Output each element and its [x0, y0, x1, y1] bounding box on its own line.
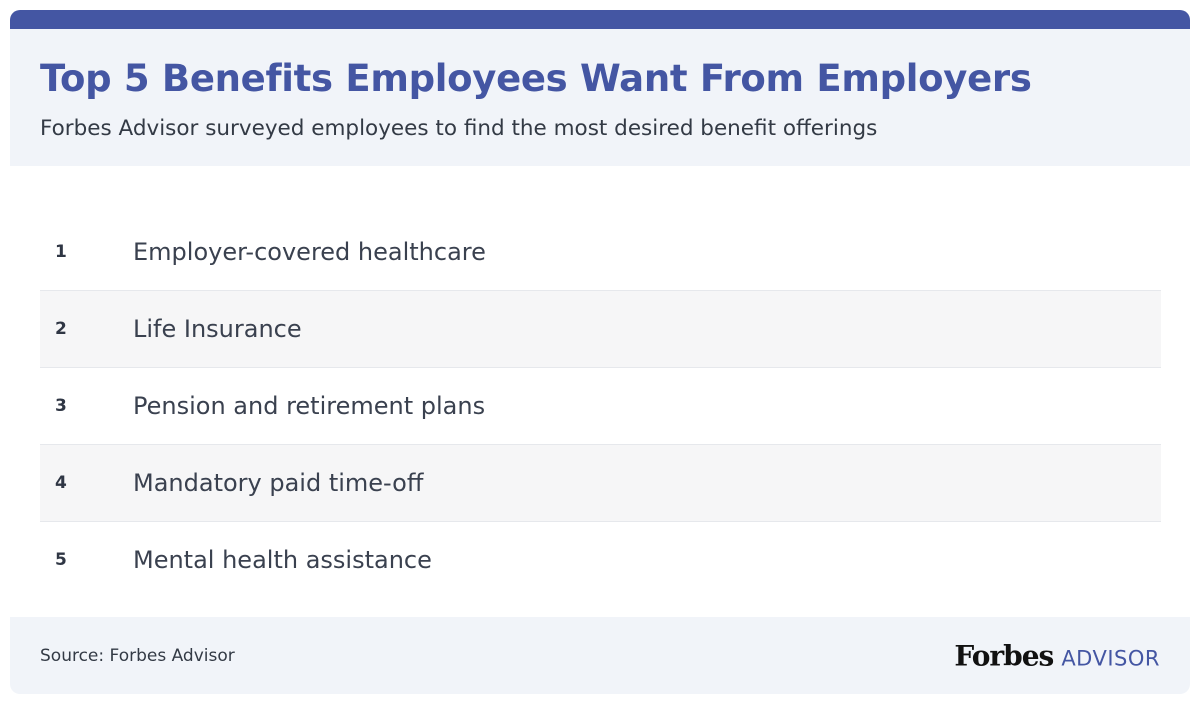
- logo-suffix-text: ADVISOR: [1061, 646, 1160, 670]
- logo-brand-text: Forbes: [954, 639, 1054, 672]
- page-subtitle: Forbes Advisor surveyed employees to fin…: [40, 116, 878, 141]
- header: Top 5 Benefits Employees Want From Emplo…: [10, 29, 1190, 166]
- list-item: 2 Life Insurance: [40, 290, 1161, 367]
- infographic-card: Top 5 Benefits Employees Want From Emplo…: [10, 10, 1190, 694]
- accent-bar: [10, 10, 1190, 29]
- footer: Source: Forbes Advisor Forbes ADVISOR: [10, 617, 1190, 694]
- benefit-label: Mandatory paid time-off: [133, 469, 424, 497]
- list-item: 4 Mandatory paid time-off: [40, 444, 1161, 521]
- source-note: Source: Forbes Advisor: [40, 645, 235, 666]
- benefit-label: Pension and retirement plans: [133, 392, 486, 420]
- rank-number: 2: [55, 319, 67, 339]
- page-title: Top 5 Benefits Employees Want From Emplo…: [40, 57, 1032, 100]
- rank-number: 1: [55, 242, 67, 262]
- list-item: 1 Employer-covered healthcare: [40, 214, 1161, 290]
- benefit-label: Employer-covered healthcare: [133, 238, 486, 266]
- rank-number: 5: [55, 550, 67, 570]
- rank-number: 3: [55, 396, 67, 416]
- list-item: 5 Mental health assistance: [40, 521, 1161, 598]
- rank-number: 4: [55, 473, 67, 493]
- benefit-label: Mental health assistance: [133, 546, 432, 574]
- benefit-label: Life Insurance: [133, 315, 302, 343]
- list-item: 3 Pension and retirement plans: [40, 367, 1161, 444]
- benefits-list: 1 Employer-covered healthcare 2 Life Ins…: [40, 214, 1161, 598]
- forbes-advisor-logo: Forbes ADVISOR: [954, 639, 1160, 672]
